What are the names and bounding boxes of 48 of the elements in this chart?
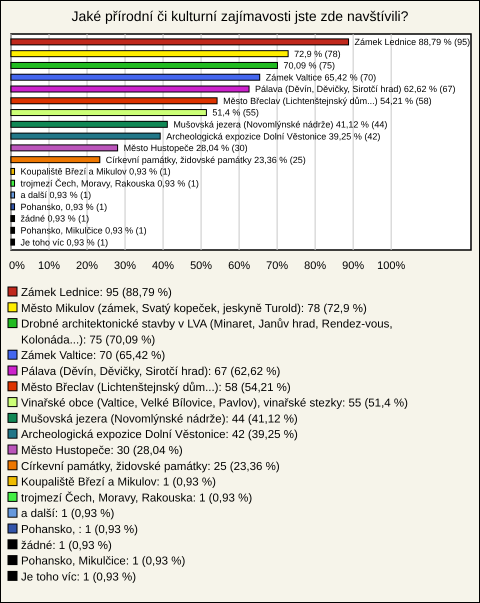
text: Město Hustopeče: 30 (28,04 %) bbox=[21, 445, 183, 457]
text: Drobné architektonické stavby v LVA (Minaret, Janův hrad, Rendez-vous, Kolonáda...): 75 (70,09 %) bbox=[21, 318, 393, 346]
text: Archeologická expozice Dolní Věstonice: 42 (39,25 %) bbox=[21, 429, 298, 442]
data-label: Je toho víc 0,93 % (1) bbox=[20, 237, 108, 248]
data-label: Církevní památky, židovské památky 23,36 % (25) bbox=[106, 154, 306, 165]
text: Mušovská jezera (Novomlýnské nádrže): 44 (41,12 %) bbox=[21, 413, 298, 426]
data-label: Zámek Lednice 88,79 % (95) bbox=[354, 37, 470, 48]
data-label: Pohansko, 0,93 % (1) bbox=[20, 202, 108, 212]
x-tick-label: 30% bbox=[114, 260, 136, 272]
text: trojmezí Čech, Moravy, Rakouska: 1 (0,93 %) bbox=[21, 490, 252, 504]
text: Církevní památky, židovské památky: 25 (23,36 %) bbox=[21, 460, 280, 473]
x-tick-label: 20% bbox=[76, 260, 98, 272]
text: Koupaliště Březí a Mikulov: 1 (0,93 %) bbox=[21, 476, 216, 489]
x-tick-label: 50% bbox=[190, 260, 212, 272]
x-tick-label: 60% bbox=[228, 260, 250, 272]
x-tick-label: 80% bbox=[304, 260, 326, 272]
text: Pálava (Děvín, Děvičky, Sirotčí hrad): 67 (62,62 %) bbox=[21, 366, 280, 378]
data-label: Mušovská jezera (Novomlýnské nádrže) 41,12 % (44) bbox=[173, 119, 388, 130]
data-label: Pohansko, Mikulčice 0,93 % (1) bbox=[20, 225, 147, 236]
data-label: a další 0,93 % (1) bbox=[20, 190, 92, 200]
text: Je toho víc: 1 (0,93 %) bbox=[21, 571, 136, 584]
text: Město Břeclav (Lichtenštejnský dům...): 58 (54,21 %) bbox=[21, 380, 291, 394]
text: Vinařské obce (Valtice, Velké Bílovice, Pavlov), vinařské stezky: 55 (51,4 %) bbox=[21, 398, 408, 410]
x-tick-label: 100% bbox=[377, 260, 406, 272]
text: a další: 1 (0,93 %) bbox=[21, 508, 114, 520]
x-tick-label: 40% bbox=[152, 260, 174, 272]
text: Zámek Lednice: 95 (88,79 %) bbox=[21, 287, 172, 299]
text: Pohansko, Mikulčice: 1 (0,93 %) bbox=[21, 556, 186, 568]
data-label: žádné 0,93 % (1) bbox=[20, 214, 90, 224]
data-label: Archeologická expozice Dolní Věstonice 39,25 % (42) bbox=[166, 131, 380, 142]
data-label: 70,09 % (75) bbox=[283, 60, 335, 71]
chart-title: Jaké přírodní či kulturní zajímavosti jste zde navštívili? bbox=[72, 8, 409, 24]
data-label: Město Břeclav (Lichtenštejnský dům...) 54,21 % (58) bbox=[223, 96, 432, 106]
data-label: Koupaliště Březí a Mikulov 0,93 % (1) bbox=[20, 166, 171, 177]
x-tick-label: 0% bbox=[9, 260, 26, 272]
data-label: Zámek Valtice 65,42 % (70) bbox=[266, 72, 376, 82]
data-label: Město Hustopeče 28,04 % (30) bbox=[124, 143, 248, 154]
x-tick-label: 90% bbox=[342, 260, 364, 272]
x-tick-label: 70% bbox=[266, 260, 288, 272]
data-label: 72,9 % (78) bbox=[294, 48, 341, 59]
data-label: 51,4 % (55) bbox=[212, 108, 259, 118]
text: Zámek Valtice: 70 (65,42 %) bbox=[21, 350, 166, 362]
text: Pohansko, : 1 (0,93 %) bbox=[21, 524, 138, 536]
text: žádné: 1 (0,93 %) bbox=[21, 540, 112, 552]
text: Město Mikulov (zámek, Svatý kopeček, jeskyně Turold): 78 (72,9 %) bbox=[21, 302, 367, 315]
data-label: Pálava (Děvín, Děvičky, Sirotčí hrad) 62,62 % (67) bbox=[255, 84, 456, 94]
x-tick-label: 10% bbox=[38, 260, 60, 272]
data-label: trojmezí Čech, Moravy, Rakouska 0,93 % (1) bbox=[20, 178, 199, 188]
